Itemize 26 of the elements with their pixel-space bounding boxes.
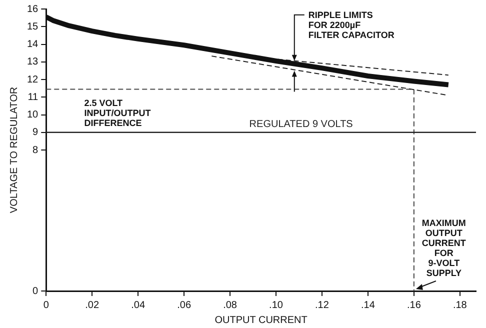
x-tick-label: .10 xyxy=(269,300,284,311)
x-tick-label: 0 xyxy=(43,300,50,311)
y-axis-title: VOLTAGE TO REGULATOR xyxy=(8,86,20,214)
y-tick-label: 8 xyxy=(32,144,39,156)
x-tick-label: .08 xyxy=(223,300,238,311)
y-tick-label: 10 xyxy=(27,110,39,120)
x-tick-label: .14 xyxy=(361,300,376,311)
x-tick-label: .06 xyxy=(177,300,192,311)
y-tick-label: 14 xyxy=(27,39,39,50)
x-tick-label: .04 xyxy=(131,300,146,311)
y-tick-label: 15 xyxy=(27,21,39,32)
y-tick-label: 9 xyxy=(32,127,39,138)
annotation: MAXIMUM OUTPUT CURRENT FOR 9-VOLT SUPPLY xyxy=(422,218,466,278)
x-tick-label: .02 xyxy=(85,300,100,311)
y-tick-label: 0 xyxy=(32,286,39,297)
y-tick-label: 13 xyxy=(27,56,39,68)
x-axis-title: OUTPUT CURRENT xyxy=(214,314,308,326)
x-tick-label: .18 xyxy=(452,300,468,311)
y-tick-label: 12 xyxy=(27,74,39,86)
ref-line-label: REGULATED 9 VOLTS xyxy=(249,119,354,130)
y-tick-label: 16 xyxy=(27,4,39,15)
annotation: 2.5 VOLT INPUT/OUTPUT DIFFERENCE xyxy=(84,98,152,128)
y-tick-label: 11 xyxy=(28,92,39,103)
x-tick-label: .16 xyxy=(406,300,422,311)
x-tick-label: .12 xyxy=(315,300,330,311)
annotation: RIPPLE LIMITS FOR 2200µF FILTER CAPACITOR xyxy=(308,10,395,40)
